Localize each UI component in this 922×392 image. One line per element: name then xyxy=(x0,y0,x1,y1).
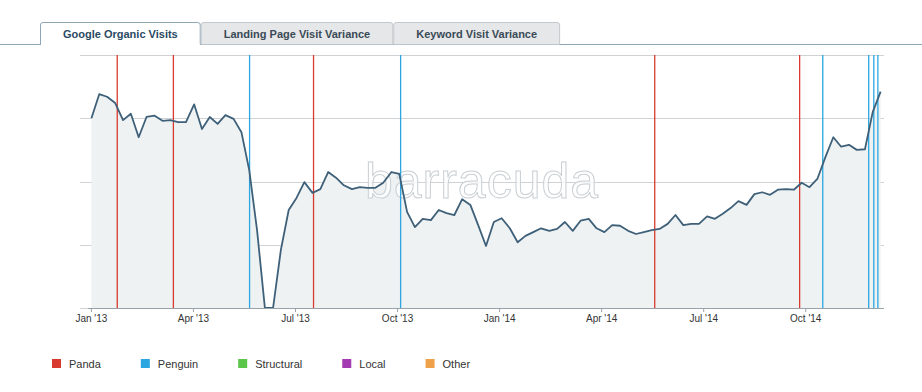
update-line xyxy=(877,55,878,308)
update-line xyxy=(873,55,874,308)
update-line xyxy=(117,55,118,308)
x-tick-label: Jan '14 xyxy=(484,313,516,324)
update-line xyxy=(868,55,869,308)
x-tick xyxy=(397,308,398,312)
legend-swatch xyxy=(52,359,61,368)
legend: Panda Penguin Structural Local Other xyxy=(52,358,470,370)
y-tick xyxy=(80,245,88,246)
update-line xyxy=(173,55,174,308)
legend-label: Other xyxy=(443,358,471,370)
legend-swatch xyxy=(342,359,351,368)
x-tick-label: Oct '14 xyxy=(790,313,822,324)
plot-area xyxy=(91,92,880,308)
x-tick-label: Jul '13 xyxy=(281,313,310,324)
y-tick xyxy=(80,118,88,119)
grid xyxy=(80,56,884,309)
x-tick xyxy=(91,308,92,312)
legend-label: Panda xyxy=(69,358,102,370)
x-tick xyxy=(601,308,602,312)
y-tick xyxy=(80,55,88,56)
tab-label: Landing Page Visit Variance xyxy=(224,28,371,40)
line xyxy=(91,92,880,308)
x-tick-label: Oct '13 xyxy=(382,313,414,324)
tab[interactable]: Keyword Visit Variance xyxy=(394,23,560,45)
legend-label: Penguin xyxy=(158,358,198,370)
area xyxy=(91,92,880,308)
legend-swatch xyxy=(426,359,435,368)
tab-background xyxy=(201,23,393,45)
y-tick xyxy=(80,308,88,309)
legend-swatch xyxy=(141,359,150,368)
x-tick-label: Apr '14 xyxy=(586,313,618,324)
y-tick xyxy=(80,182,88,183)
tab-label: Google Organic Visits xyxy=(63,28,178,40)
x-axis xyxy=(88,308,884,309)
update-line xyxy=(654,55,655,308)
tab[interactable]: Landing Page Visit Variance xyxy=(201,23,393,45)
x-tick xyxy=(805,308,806,312)
tab-label: Keyword Visit Variance xyxy=(416,28,537,40)
lines xyxy=(91,92,880,308)
chart: Google Organic Visits Landing Page Visit … xyxy=(0,0,922,392)
grid-line xyxy=(88,55,884,56)
x-tick xyxy=(703,308,704,312)
x-tick-label: Jul '14 xyxy=(689,313,718,324)
tab[interactable]: Google Organic Visits xyxy=(41,23,201,46)
legend-label: Structural xyxy=(255,358,302,370)
grid-line xyxy=(88,308,884,309)
grid-line xyxy=(88,118,884,119)
update-line xyxy=(822,55,823,308)
x-tick xyxy=(295,308,296,312)
update-line xyxy=(799,55,800,308)
x-axis-labels: Jan '13 Apr '13 Jul '13 Oct '13 Jan '14 Apr '… xyxy=(75,308,821,324)
tab-background xyxy=(41,23,201,46)
x-tick xyxy=(193,308,194,312)
legend-swatch xyxy=(238,359,247,368)
x-tick-label: Jan '13 xyxy=(75,313,107,324)
x-tick-label: Apr '13 xyxy=(178,313,210,324)
x-tick xyxy=(499,308,500,312)
update-line xyxy=(313,55,314,308)
updates xyxy=(117,55,878,308)
tab-background xyxy=(394,23,560,45)
tab-active-gap xyxy=(41,44,200,46)
legend-label: Local xyxy=(359,358,385,370)
tabs: Google Organic Visits Landing Page Visit … xyxy=(0,23,922,46)
